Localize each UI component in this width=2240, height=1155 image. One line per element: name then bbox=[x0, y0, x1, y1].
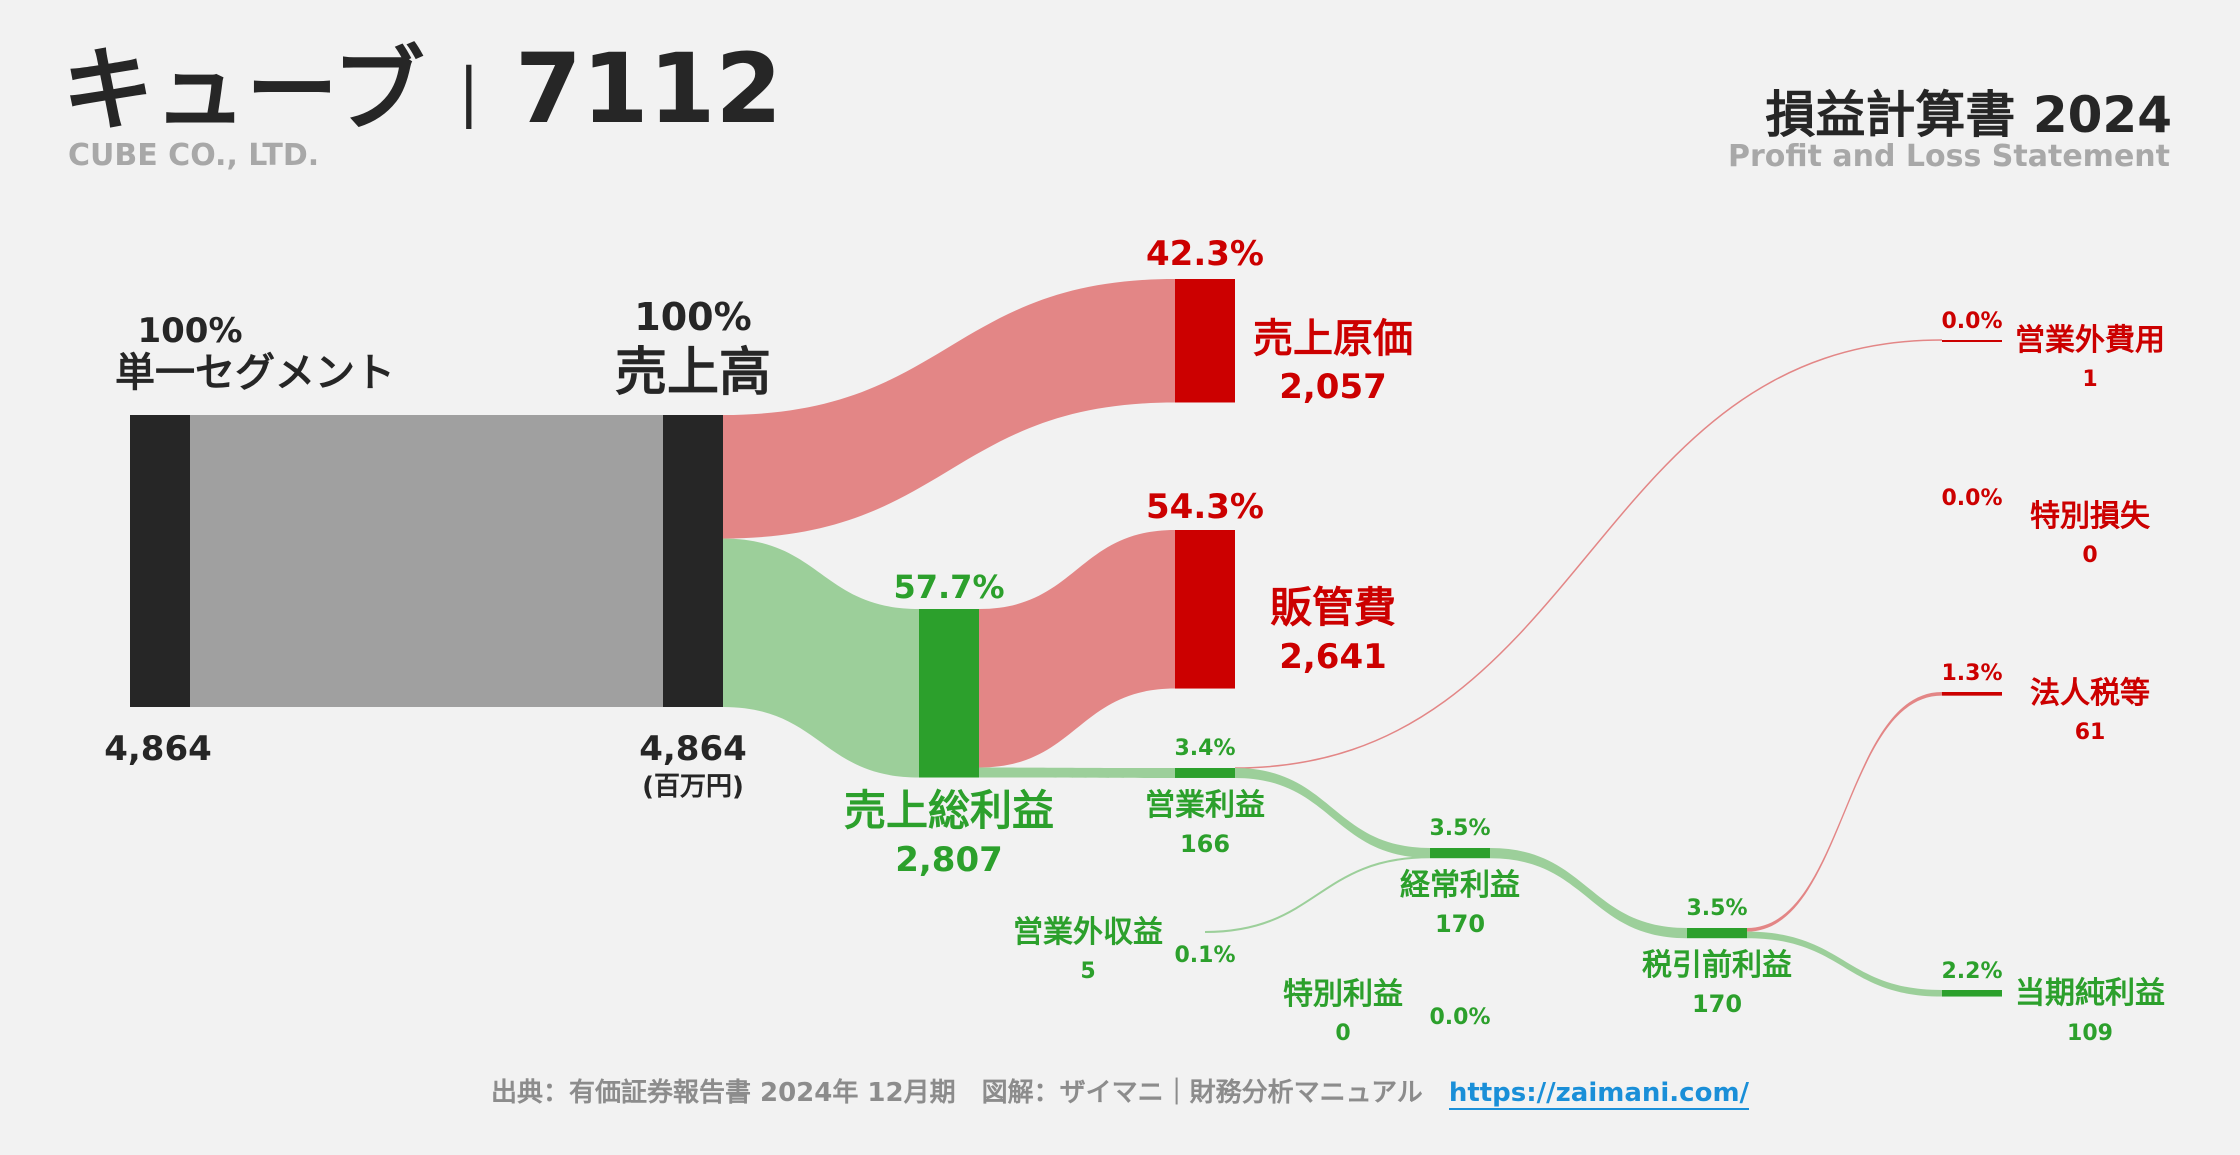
flow-pretax-profit-net-income bbox=[1747, 931, 1942, 997]
operating-profit-value: 166 bbox=[1180, 830, 1230, 858]
node-segment bbox=[130, 415, 190, 707]
gross-profit-value: 2,807 bbox=[895, 840, 1003, 880]
extra-loss-pct: 0.0% bbox=[1941, 486, 2002, 511]
cogs-label: 売上原価 bbox=[1253, 316, 1413, 362]
flow-operating-profit-non-op-expense bbox=[1234, 339, 1943, 769]
flow-operating-profit-ordinary-profit bbox=[1235, 768, 1430, 858]
node-sga bbox=[1175, 530, 1235, 689]
non-op-expense-pct: 0.0% bbox=[1941, 309, 2002, 334]
pretax-profit-label: 税引前利益 bbox=[1642, 948, 1792, 983]
statement-title: 損益計算書 2024 bbox=[1765, 86, 2172, 144]
cogs-value: 2,057 bbox=[1279, 367, 1387, 407]
sga-pct: 54.3% bbox=[1146, 487, 1264, 527]
gross-profit-pct: 57.7% bbox=[893, 568, 1004, 606]
node-net-income bbox=[1942, 990, 2002, 997]
net-income-pct: 2.2% bbox=[1941, 959, 2002, 984]
flow-revenue-cogs bbox=[723, 279, 1175, 539]
footer-source: 出典：有価証券報告書 2024年 12月期 図解：ザイマニ｜財務分析マニュアル bbox=[490, 1078, 1423, 1108]
node-operating-profit bbox=[1175, 768, 1235, 778]
flow-gross-profit-operating-profit bbox=[979, 767, 1175, 778]
segment-pct: 100% bbox=[137, 311, 242, 351]
non-op-expense-value: 1 bbox=[2082, 367, 2097, 392]
cogs-pct: 42.3% bbox=[1146, 234, 1264, 274]
ordinary-profit-label: 経常利益 bbox=[1400, 868, 1520, 903]
company-en: CUBE CO., LTD. bbox=[68, 138, 319, 173]
ordinary-profit-value: 170 bbox=[1435, 910, 1485, 938]
non-op-income-value: 5 bbox=[1080, 959, 1095, 984]
revenue-pct: 100% bbox=[634, 295, 751, 339]
extra-loss-label: 特別損失 bbox=[2030, 499, 2151, 534]
node-cogs bbox=[1175, 279, 1235, 403]
non-op-income-label: 営業外収益 bbox=[1013, 915, 1163, 950]
operating-profit-pct: 3.4% bbox=[1174, 736, 1235, 761]
flow-non-op-income-ordinary-profit bbox=[1204, 856, 1431, 933]
extra-income-value: 0 bbox=[1335, 1021, 1350, 1046]
segment-label: 単一セグメント bbox=[115, 350, 395, 396]
unit-label: (百万円) bbox=[642, 772, 744, 802]
title-separator: | bbox=[458, 56, 480, 130]
gross-profit-label: 売上総利益 bbox=[844, 786, 1054, 835]
ticker-code: 7112 bbox=[515, 33, 782, 145]
node-gross-profit bbox=[919, 609, 979, 778]
taxes-label: 法人税等 bbox=[2030, 676, 2150, 711]
extra-income-pct: 0.0% bbox=[1429, 1005, 1490, 1030]
segment-value: 4,864 bbox=[104, 729, 212, 769]
revenue-value: 4,864 bbox=[639, 729, 747, 769]
taxes-value: 61 bbox=[2075, 720, 2106, 745]
non-op-expense-label: 営業外費用 bbox=[2015, 323, 2165, 358]
revenue-label: 売上高 bbox=[615, 343, 771, 403]
extra-income-label: 特別利益 bbox=[1283, 977, 1403, 1012]
net-income-label: 当期純利益 bbox=[2015, 976, 2165, 1011]
flow-gross-profit-sga bbox=[979, 530, 1175, 768]
sankey-nodes bbox=[130, 279, 2002, 997]
node-non-op-expense bbox=[1942, 340, 2002, 342]
ordinary-profit-pct: 3.5% bbox=[1429, 816, 1490, 841]
extra-loss-value: 0 bbox=[2082, 543, 2097, 568]
node-ordinary-profit bbox=[1430, 848, 1490, 859]
footer-link[interactable]: https://zaimani.com/ bbox=[1448, 1078, 1750, 1110]
sga-value: 2,641 bbox=[1279, 637, 1387, 677]
flow-revenue-gross-profit bbox=[723, 538, 919, 778]
sankey-flows bbox=[190, 279, 1943, 997]
flow-ordinary-profit-pretax-profit bbox=[1490, 848, 1687, 939]
flow-segment-revenue bbox=[190, 415, 663, 707]
non-op-income-pct: 0.1% bbox=[1174, 943, 1235, 968]
pretax-profit-value: 170 bbox=[1692, 990, 1742, 1018]
statement-en: Profit and Loss Statement bbox=[1728, 139, 2170, 174]
taxes-pct: 1.3% bbox=[1941, 661, 2002, 686]
footer: 出典：有価証券報告書 2024年 12月期 図解：ザイマニ｜財務分析マニュアル h… bbox=[0, 1072, 2240, 1110]
pretax-profit-pct: 3.5% bbox=[1686, 896, 1747, 921]
sga-label: 販管費 bbox=[1270, 583, 1396, 632]
node-revenue bbox=[663, 415, 723, 707]
company-name: キューブ bbox=[62, 37, 424, 144]
sankey-labels: 100% 単一セグメント 4,864 100% 売上高 4,864 (百万円) … bbox=[104, 234, 2165, 1046]
net-income-value: 109 bbox=[2067, 1021, 2113, 1046]
node-taxes bbox=[1942, 692, 2002, 696]
operating-profit-label: 営業利益 bbox=[1145, 788, 1265, 823]
flow-pretax-profit-taxes bbox=[1747, 692, 1942, 932]
node-pretax-profit bbox=[1687, 928, 1747, 939]
